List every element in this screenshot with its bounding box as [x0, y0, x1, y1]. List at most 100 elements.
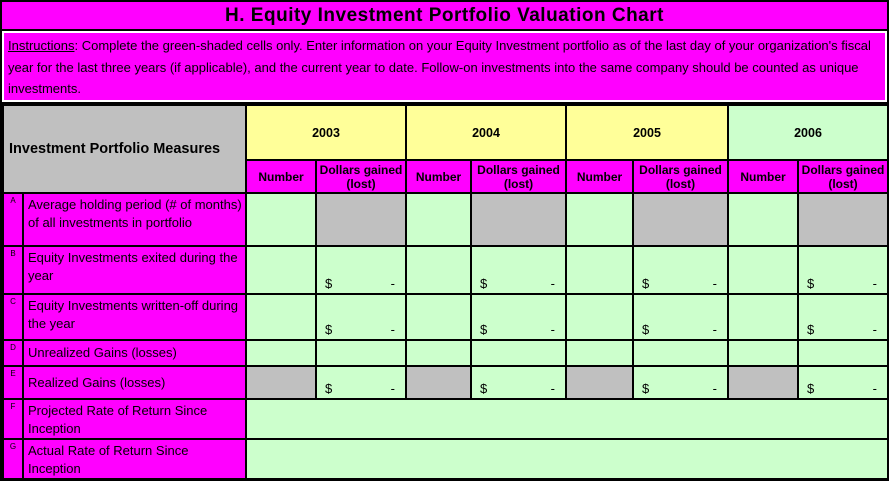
currency-symbol: $: [642, 276, 650, 291]
cell-d-2004-number[interactable]: [405, 339, 473, 367]
cell-g-value[interactable]: [245, 438, 887, 479]
cell-c-2005-dollars[interactable]: $ -: [632, 293, 730, 341]
currency-symbol: $: [480, 276, 488, 291]
cell-e-2004-number: [405, 365, 473, 400]
cell-e-2005-number: [565, 365, 635, 400]
measures-header: Investment Portfolio Measures: [2, 104, 248, 194]
cell-a-2006-dollars: [797, 192, 887, 247]
cell-c-2004-dollars[interactable]: $ -: [470, 293, 568, 341]
cell-e-2003-dollars[interactable]: $ -: [315, 365, 408, 400]
row-letter-c: C: [2, 293, 24, 341]
zero-value: -: [872, 381, 878, 396]
row-label-e: Realized Gains (losses): [21, 365, 248, 400]
subheader-2004-dollars: Dollars gained (lost): [470, 159, 568, 194]
cell-c-2006-dollars[interactable]: $ -: [797, 293, 887, 341]
row-letter-f: F: [2, 398, 24, 440]
zero-value: -: [712, 276, 718, 291]
cell-d-2005-number[interactable]: [565, 339, 635, 367]
row-letter-e: E: [2, 365, 24, 400]
cell-c-2003-number[interactable]: [245, 293, 318, 341]
cell-c-2006-number[interactable]: [727, 293, 800, 341]
cell-b-2003-dollars[interactable]: $ -: [315, 245, 408, 295]
cell-d-2005-dollars[interactable]: [632, 339, 730, 367]
cell-d-2004-dollars[interactable]: [470, 339, 568, 367]
subheader-2003-dollars: Dollars gained (lost): [315, 159, 408, 194]
cell-a-2004-dollars: [470, 192, 568, 247]
cell-a-2003-dollars: [315, 192, 408, 247]
currency-symbol: $: [807, 276, 815, 291]
cell-a-2004-number[interactable]: [405, 192, 473, 247]
zero-value: -: [872, 276, 878, 291]
cell-a-2005-number[interactable]: [565, 192, 635, 247]
cell-f-value[interactable]: [245, 398, 887, 440]
cell-e-2003-number: [245, 365, 318, 400]
zero-value: -: [550, 322, 556, 337]
instructions-label: Instructions: [8, 38, 75, 53]
zero-value: -: [550, 276, 556, 291]
cell-d-2006-number[interactable]: [727, 339, 800, 367]
year-header-2005: 2005: [565, 104, 730, 161]
row-letter-g: G: [2, 438, 24, 479]
currency-symbol: $: [325, 322, 333, 337]
cell-c-2005-number[interactable]: [565, 293, 635, 341]
cell-d-2003-number[interactable]: [245, 339, 318, 367]
currency-symbol: $: [807, 322, 815, 337]
zero-value: -: [712, 322, 718, 337]
subheader-2005-dollars: Dollars gained (lost): [632, 159, 730, 194]
instructions-body: : Complete the green-shaded cells only. …: [8, 38, 871, 96]
cell-c-2004-number[interactable]: [405, 293, 473, 341]
cell-b-2005-dollars[interactable]: $ -: [632, 245, 730, 295]
year-header-2004: 2004: [405, 104, 568, 161]
cell-e-2004-dollars[interactable]: $ -: [470, 365, 568, 400]
cell-e-2006-number: [727, 365, 800, 400]
currency-symbol: $: [480, 322, 488, 337]
cell-e-2005-dollars[interactable]: $ -: [632, 365, 730, 400]
currency-symbol: $: [642, 381, 650, 396]
cell-c-2003-dollars[interactable]: $ -: [315, 293, 408, 341]
cell-a-2003-number[interactable]: [245, 192, 318, 247]
cell-e-2006-dollars[interactable]: $ -: [797, 365, 887, 400]
zero-value: -: [712, 381, 718, 396]
cell-b-2005-number[interactable]: [565, 245, 635, 295]
row-label-c: Equity Investments written-off during th…: [21, 293, 248, 341]
year-header-2006: 2006: [727, 104, 887, 161]
cell-d-2003-dollars[interactable]: [315, 339, 408, 367]
currency-symbol: $: [642, 322, 650, 337]
row-letter-b: B: [2, 245, 24, 295]
subheader-2003-number: Number: [245, 159, 318, 194]
subheader-2004-number: Number: [405, 159, 473, 194]
row-label-g: Actual Rate of Return Since Inception: [21, 438, 248, 479]
cell-b-2004-number[interactable]: [405, 245, 473, 295]
subheader-2006-number: Number: [727, 159, 800, 194]
portfolio-table: Investment Portfolio Measures 2003 2004 …: [2, 104, 887, 479]
page-title: H. Equity Investment Portfolio Valuation…: [2, 2, 887, 29]
cell-b-2006-dollars[interactable]: $ -: [797, 245, 887, 295]
subheader-2006-dollars: Dollars gained (lost): [797, 159, 887, 194]
zero-value: -: [872, 322, 878, 337]
cell-b-2003-number[interactable]: [245, 245, 318, 295]
row-letter-a: A: [2, 192, 24, 247]
currency-symbol: $: [325, 276, 333, 291]
row-label-d: Unrealized Gains (losses): [21, 339, 248, 367]
currency-symbol: $: [325, 381, 333, 396]
instructions-block: Instructions: Complete the green-shaded …: [2, 29, 887, 104]
row-letter-d: D: [2, 339, 24, 367]
zero-value: -: [550, 381, 556, 396]
cell-b-2006-number[interactable]: [727, 245, 800, 295]
row-label-b: Equity Investments exited during the yea…: [21, 245, 248, 295]
row-label-a: Average holding period (# of months) of …: [21, 192, 248, 247]
currency-symbol: $: [480, 381, 488, 396]
cell-b-2004-dollars[interactable]: $ -: [470, 245, 568, 295]
row-label-f: Projected Rate of Return Since Inception: [21, 398, 248, 440]
year-header-2003: 2003: [245, 104, 408, 161]
instructions-text: Instructions: Complete the green-shaded …: [2, 31, 887, 102]
zero-value: -: [390, 276, 396, 291]
subheader-2005-number: Number: [565, 159, 635, 194]
zero-value: -: [390, 322, 396, 337]
cell-a-2005-dollars: [632, 192, 730, 247]
cell-d-2006-dollars[interactable]: [797, 339, 887, 367]
zero-value: -: [390, 381, 396, 396]
cell-a-2006-number[interactable]: [727, 192, 800, 247]
currency-symbol: $: [807, 381, 815, 396]
